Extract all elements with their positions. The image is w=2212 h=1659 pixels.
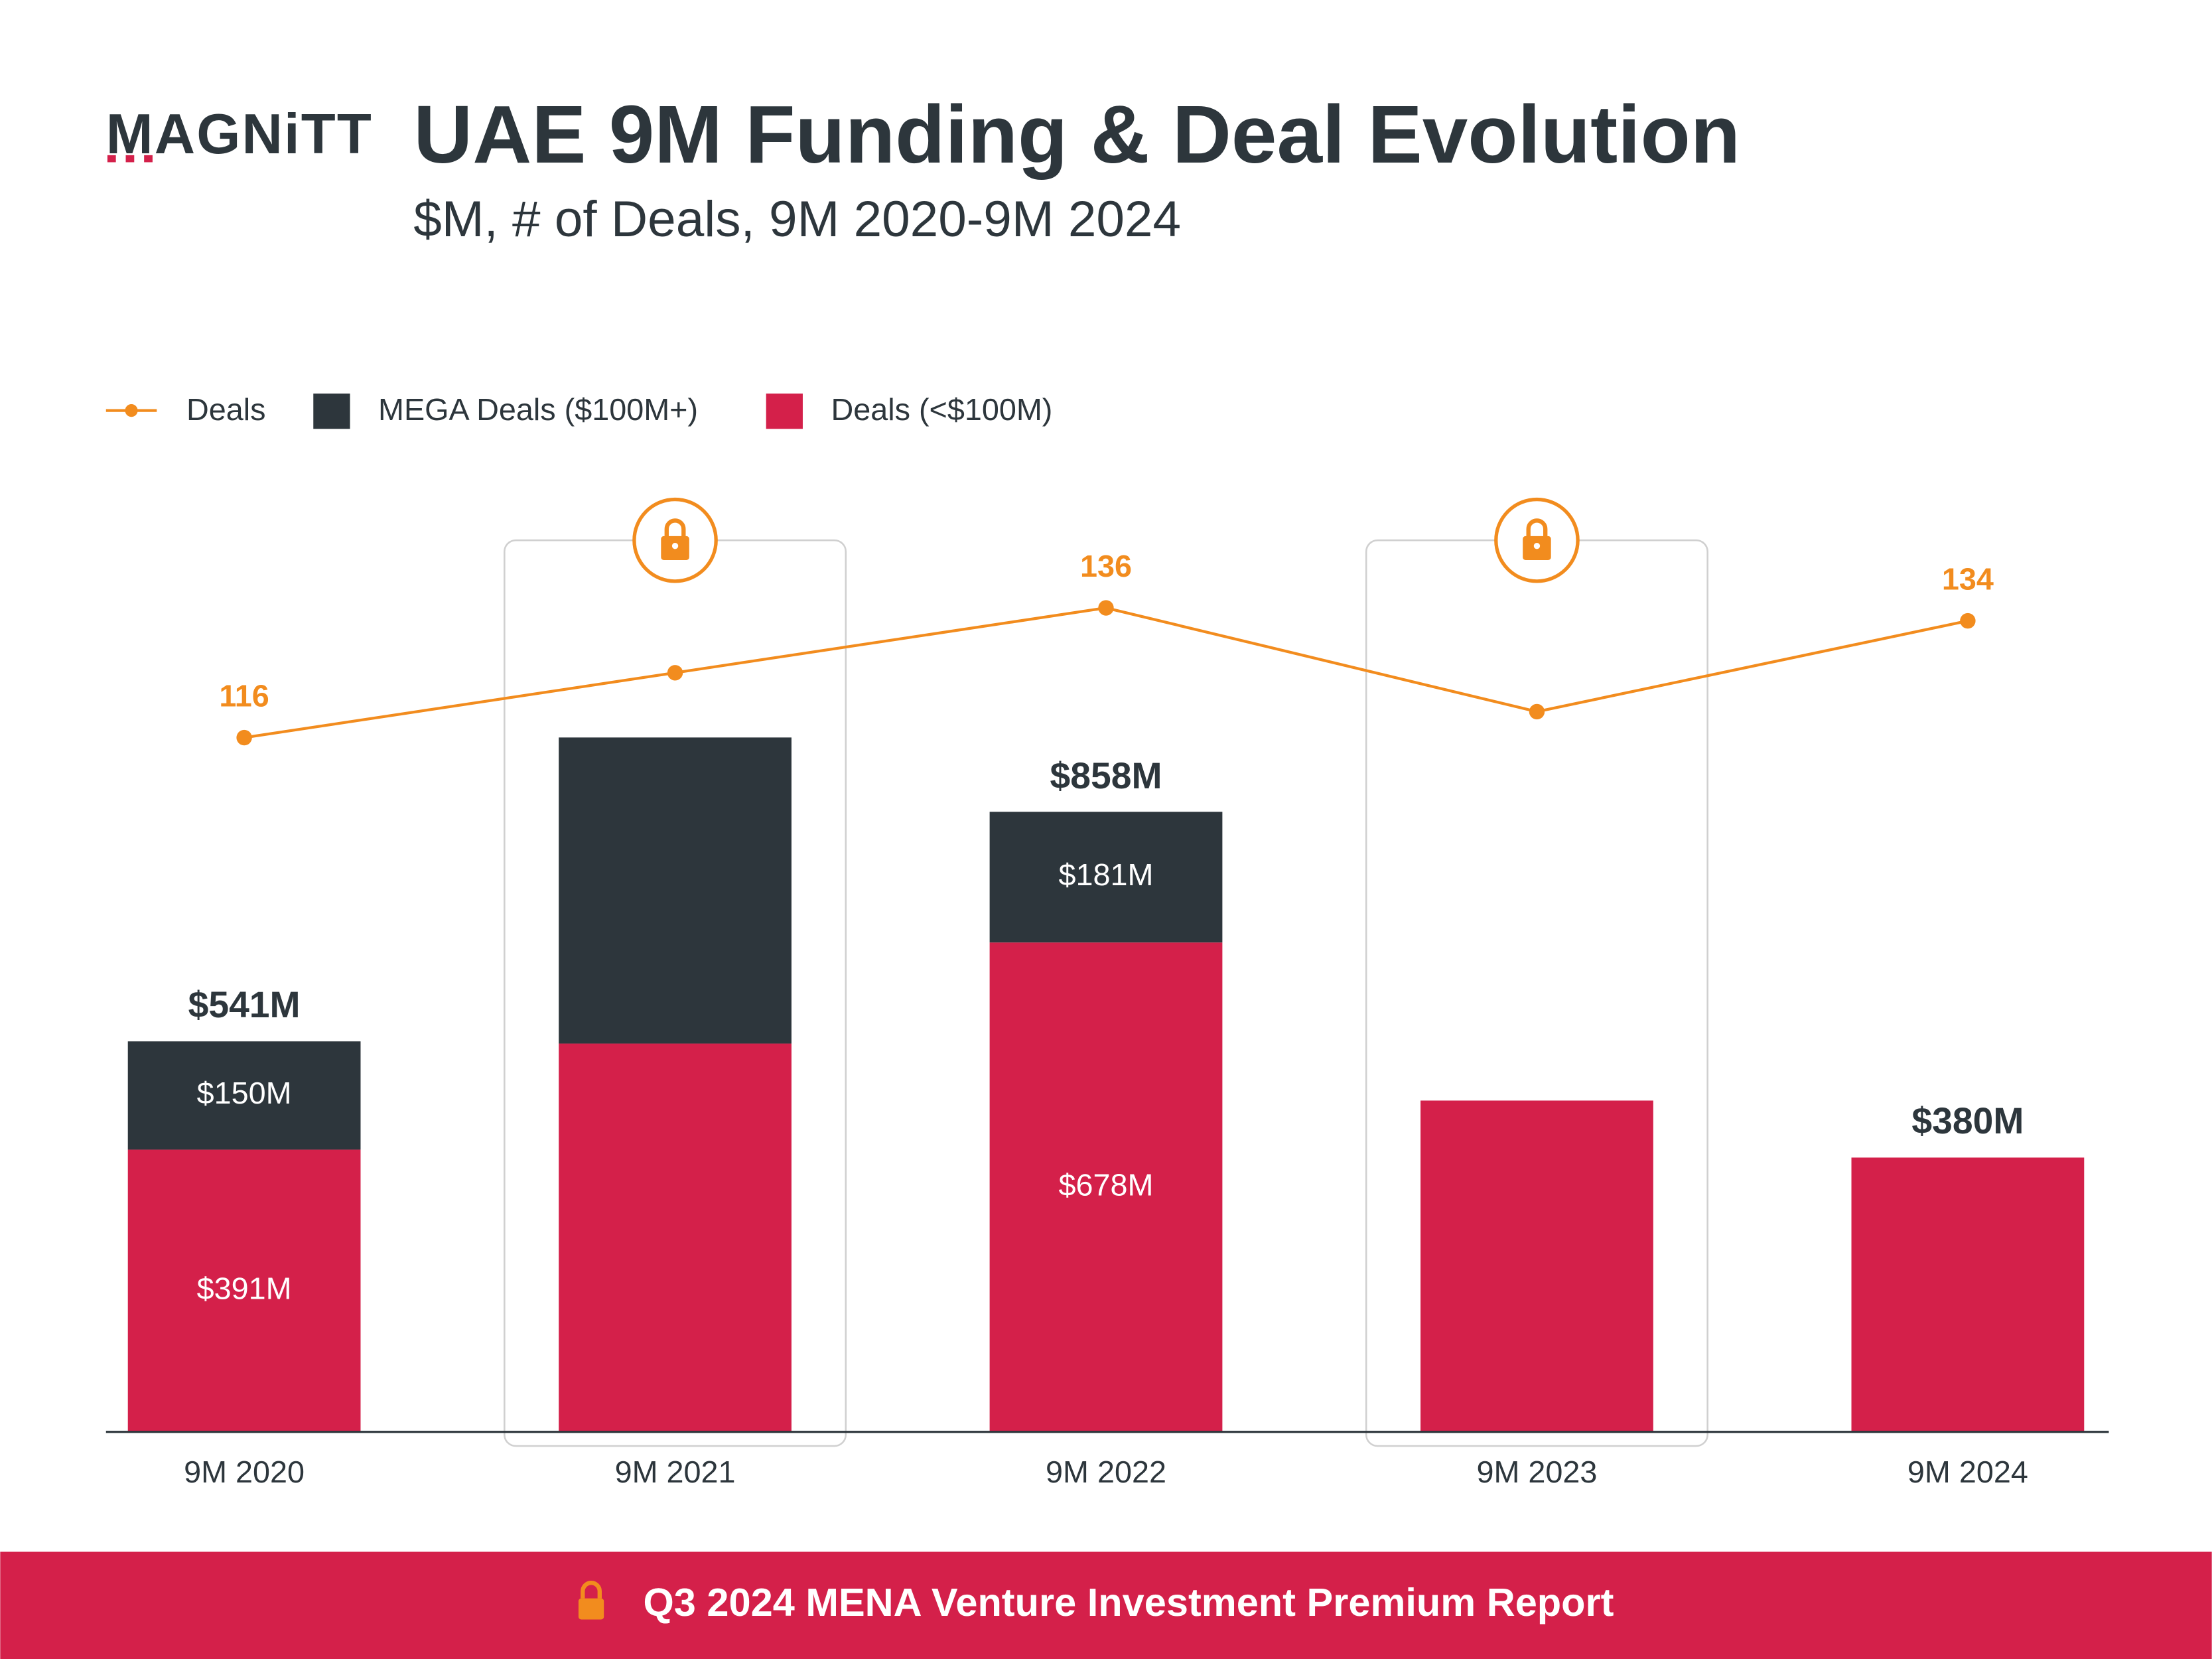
lock-hole <box>671 543 679 549</box>
deals-point <box>1529 703 1545 720</box>
legend-swatch <box>766 394 803 429</box>
segment-label: $391M <box>197 1271 292 1305</box>
legend-label: Deals <box>186 392 266 427</box>
segment-label: $678M <box>1059 1167 1154 1202</box>
footer-text: Q3 2024 MENA Venture Investment Premium … <box>644 1580 1614 1624</box>
total-label: $858M <box>1050 755 1162 796</box>
bar-segment <box>989 942 1223 1432</box>
chart-title: UAE 9M Funding & Deal Evolution <box>413 89 1740 180</box>
plot: $391M $150M $541M 9M 2020 9M 2021 $678M $181M $… <box>105 497 2109 1489</box>
total-label: $541M <box>188 984 301 1025</box>
chart-subtitle: $M, # of Deals, 9M 2020-9M 2024 <box>413 191 1181 248</box>
lock-hole <box>1533 543 1541 549</box>
x-tick-label: 9M 2023 <box>1476 1455 1597 1489</box>
legend: Deals MEGA Deals ($100M+) Deals (<$100M) <box>105 392 1052 429</box>
legend-label: Deals (<$100M) <box>831 392 1052 427</box>
footer-lock <box>578 1581 604 1620</box>
logo-marks <box>107 155 153 163</box>
bar-segment <box>1420 1100 1653 1432</box>
lock-badge <box>1494 497 1580 583</box>
legend-dot <box>125 404 138 417</box>
deals-label: 136 <box>1080 549 1132 583</box>
bar-segment <box>127 1149 361 1432</box>
deals-point <box>236 729 252 746</box>
legend-label: MEGA Deals ($100M+) <box>378 392 698 427</box>
deals-label: 116 <box>219 678 269 713</box>
bar-segment <box>127 1041 361 1150</box>
deals-point <box>667 665 683 681</box>
deals-point <box>1098 600 1114 616</box>
deals-label: 134 <box>1942 561 1994 596</box>
legend-swatch <box>313 394 350 429</box>
bar-segment <box>559 1043 792 1432</box>
x-tick-label: 9M 2022 <box>1046 1455 1166 1489</box>
segment-label: $150M <box>197 1076 292 1110</box>
deals-point <box>1960 613 1976 629</box>
x-tick-label: 9M 2020 <box>184 1455 305 1489</box>
footer-band <box>0 1551 2212 1659</box>
segment-label: $181M <box>1059 857 1154 892</box>
bar-segment <box>989 812 1223 943</box>
x-tick-label: 9M 2021 <box>615 1455 736 1489</box>
lock-shackle <box>1526 518 1548 538</box>
bar-segment <box>1851 1157 2085 1432</box>
total-label: $380M <box>1911 1100 2024 1141</box>
x-tick-label: 9M 2024 <box>1907 1455 2028 1489</box>
lock-badge <box>632 497 718 583</box>
lock-shackle <box>664 518 686 538</box>
bar-segment <box>559 737 792 1044</box>
